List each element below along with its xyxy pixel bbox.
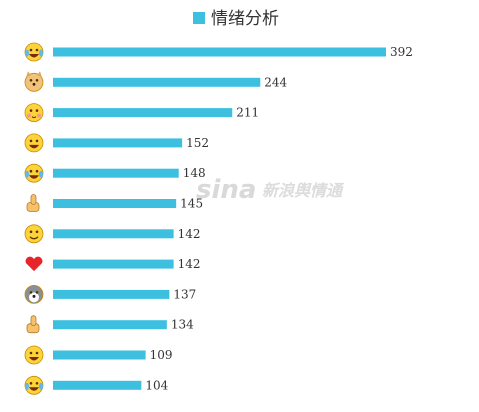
- value-label: 134: [171, 318, 194, 332]
- bar-tears-of-joy-emoji: [53, 168, 179, 178]
- value-label: 104: [145, 378, 168, 392]
- crying-icon: [24, 375, 44, 395]
- bar-grinning-emoji: [53, 350, 146, 360]
- husky-icon: [24, 284, 44, 304]
- bar-laugh-emoji: [53, 138, 183, 148]
- thumbs-up-icon: [26, 194, 40, 212]
- watermark-text: 新浪舆情通: [262, 181, 345, 200]
- red-heart-icon: [25, 256, 43, 272]
- value-label: 142: [178, 227, 201, 241]
- watermark-brand: sina: [196, 175, 256, 205]
- watermark: sina 新浪舆情通: [196, 175, 345, 205]
- value-label: 109: [150, 348, 173, 362]
- bar-crying-emoji: [53, 380, 142, 390]
- smile-icon: [24, 224, 44, 244]
- tears-of-joy-icon: [24, 163, 44, 183]
- bar-like-hand-emoji: [53, 320, 167, 330]
- doge-icon: [24, 71, 44, 92]
- value-label: 392: [390, 45, 413, 59]
- value-label: 142: [178, 257, 201, 271]
- value-labels-group: 392 244 211 152 148 145 142 142 137 134 109 104: [145, 45, 413, 392]
- bar-husky-emoji: [53, 289, 170, 299]
- bar-shy-emoji: [53, 108, 233, 118]
- grin-sweat-icon: [24, 42, 44, 62]
- bar-thumbs-up-emoji: [53, 199, 177, 208]
- like-hand-icon: [26, 315, 40, 334]
- shy-icon: [24, 103, 44, 122]
- bars-group: [53, 47, 386, 390]
- value-label: 211: [236, 106, 259, 120]
- legend-label: 情绪分析: [211, 9, 279, 29]
- value-label: 152: [186, 136, 209, 150]
- bar-doge-emoji: [53, 77, 261, 87]
- legend: 情绪分析: [193, 9, 279, 29]
- value-label: 137: [173, 287, 196, 301]
- value-label: 244: [264, 75, 287, 89]
- bar-red-heart-emoji: [53, 259, 174, 269]
- bar-grin-sweat-emoji: [53, 47, 386, 57]
- grinning-icon: [24, 345, 44, 365]
- laugh-icon: [24, 133, 44, 153]
- value-label: 145: [180, 197, 203, 211]
- icons-group: [24, 42, 44, 395]
- legend-swatch: [193, 12, 205, 24]
- bar-smile-emoji: [53, 229, 174, 239]
- value-label: 148: [183, 166, 206, 180]
